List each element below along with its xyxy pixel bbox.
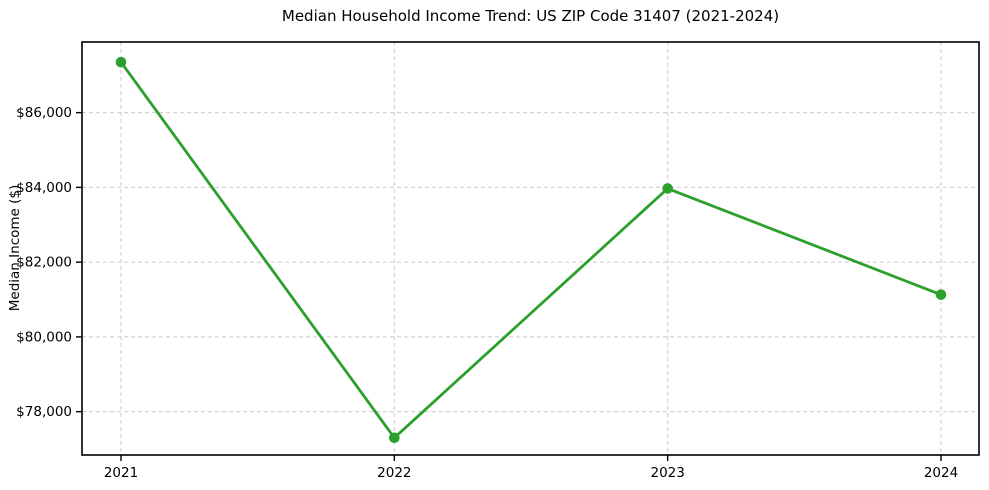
- y-tick-label: $78,000: [16, 404, 72, 420]
- income-trend-line: [119, 60, 943, 440]
- y-tick-label: $82,000: [16, 255, 72, 271]
- y-tick-label: $84,000: [16, 180, 72, 196]
- x-tick-label: 2024: [924, 465, 958, 481]
- data-point-2024: [935, 289, 947, 300]
- x-tick-label: 2021: [104, 465, 138, 481]
- plot-border: [81, 41, 980, 456]
- x-tick-label: 2023: [650, 465, 684, 481]
- data-point-2023: [662, 183, 673, 194]
- data-point-2021: [115, 56, 127, 68]
- y-tick-label: $86,000: [16, 105, 72, 121]
- y-axis-label: Median Income ($): [7, 184, 23, 312]
- x-tick-label: 2022: [377, 465, 411, 481]
- chart-title: Median Household Income Trend: US ZIP Co…: [281, 7, 780, 25]
- data-point-2022: [389, 432, 400, 444]
- y-tick-label: $80,000: [16, 329, 72, 345]
